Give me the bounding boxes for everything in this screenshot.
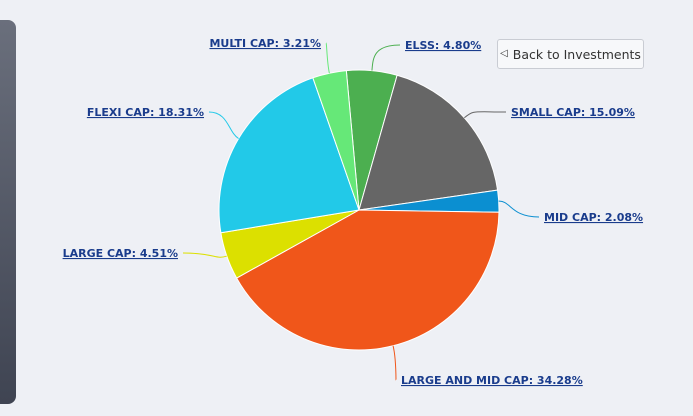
pie-slice-small-cap[interactable] bbox=[358, 74, 499, 211]
back-to-investments-button[interactable]: ◁ Back to Investments bbox=[497, 39, 644, 69]
back-button-label: Back to Investments bbox=[512, 46, 641, 62]
pie-slice-multi-cap[interactable] bbox=[312, 70, 360, 211]
data-label-multi-cap[interactable]: MULTI CAP: 3.21% bbox=[209, 37, 321, 50]
back-triangle-icon: ◁ bbox=[500, 48, 508, 59]
side-panel-edge bbox=[0, 20, 16, 404]
data-label-small-cap[interactable]: SMALL CAP: 15.09% bbox=[511, 106, 635, 119]
connector-small-cap bbox=[464, 111, 507, 119]
data-label-mid-cap[interactable]: MID CAP: 2.08% bbox=[544, 211, 643, 224]
connector-large-and-mid-cap bbox=[392, 345, 397, 381]
data-label-elss[interactable]: ELSS: 4.80% bbox=[405, 39, 481, 52]
connector-mid-cap bbox=[498, 200, 540, 218]
data-label-flexi-cap[interactable]: FLEXI CAP: 18.31% bbox=[87, 106, 204, 119]
data-label-large-cap[interactable]: LARGE CAP: 4.51% bbox=[63, 247, 178, 260]
connector-elss bbox=[371, 44, 401, 71]
connector-flexi-cap bbox=[208, 111, 239, 139]
data-label-large-and-mid-cap[interactable]: LARGE AND MID CAP: 34.28% bbox=[401, 374, 583, 387]
connector-multi-cap bbox=[325, 42, 330, 74]
connector-large-cap bbox=[182, 252, 227, 258]
pie-slice-large-and-mid-cap[interactable] bbox=[235, 209, 500, 351]
